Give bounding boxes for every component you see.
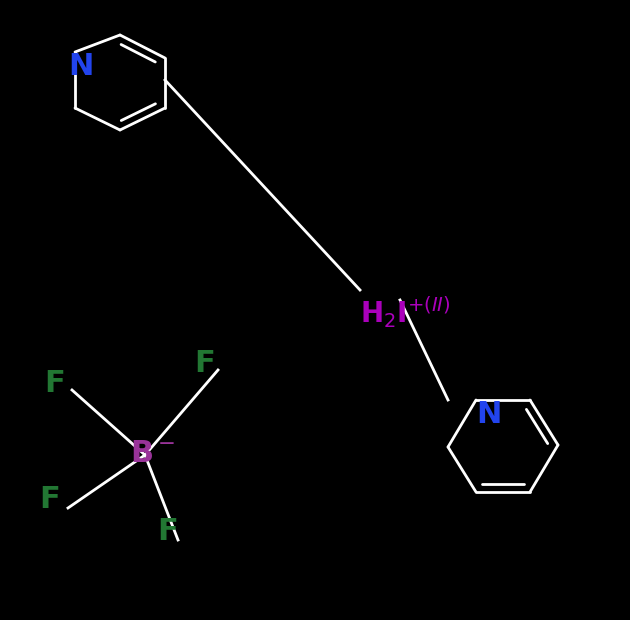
Text: N: N (68, 52, 93, 81)
Text: F: F (195, 348, 215, 378)
Text: H$_2$I$^{+(II)}$: H$_2$I$^{+(II)}$ (360, 295, 450, 330)
Text: F: F (45, 368, 66, 397)
Text: F: F (40, 485, 60, 515)
Text: N: N (476, 400, 501, 429)
Text: B$^-$: B$^-$ (130, 438, 175, 467)
Text: F: F (158, 518, 178, 546)
